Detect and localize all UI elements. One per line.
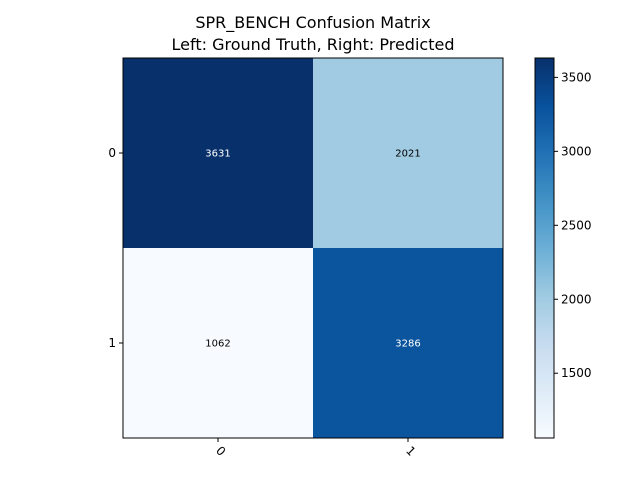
colorbar-tick-label: 3000 (561, 144, 592, 158)
cell-value-label: 2021 (395, 149, 420, 160)
colorbar-tick-label: 2500 (561, 218, 592, 232)
heatmap-cells (123, 58, 503, 438)
heatmap-cell (123, 58, 313, 248)
colorbar-tick-label: 2000 (561, 292, 592, 306)
x-tick-label: 0 (213, 444, 228, 459)
colorbar-tick-label: 3500 (561, 70, 592, 84)
x-tick-label: 1 (403, 444, 418, 459)
chart-title: SPR_BENCH Confusion Matrix (195, 13, 430, 33)
colorbar-ticks: 1500 2000 2500 3000 3500 (554, 70, 592, 380)
plot-frame (122, 57, 504, 439)
cell-value-label: 3286 (395, 339, 420, 350)
colorbar-gradient (534, 57, 555, 439)
y-tick-label: 1 (108, 336, 116, 350)
heatmap-cell (313, 248, 503, 438)
colorbar: 1500 2000 2500 3000 3500 (534, 57, 592, 439)
colorbar-tick-label: 1500 (561, 366, 592, 380)
y-tick-label: 0 (108, 146, 116, 160)
heatmap-cell (123, 248, 313, 438)
y-axis-ticks: 01 (108, 146, 123, 350)
heatmap-cell (313, 58, 503, 248)
heatmap-cell-labels: 3631 2021 1062 3286 (205, 149, 420, 350)
cell-value-label: 3631 (205, 149, 230, 160)
chart-subtitle: Left: Ground Truth, Right: Predicted (172, 35, 455, 54)
cell-value-label: 1062 (205, 339, 230, 350)
